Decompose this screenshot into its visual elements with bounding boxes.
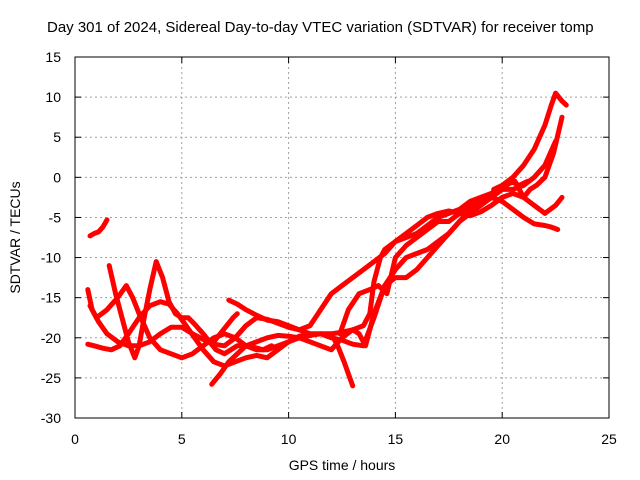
x-tick-label: 0: [71, 431, 79, 447]
y-tick-label: -30: [41, 410, 61, 426]
series-line-11: [491, 178, 531, 192]
y-tick-label: -25: [41, 370, 61, 386]
series-line-6: [209, 343, 281, 387]
y-tick-label: 10: [45, 89, 61, 105]
chart-title: Day 301 of 2024, Sidereal Day-to-day VTE…: [47, 19, 594, 36]
series-line-7: [211, 311, 240, 345]
grid-lines: [75, 57, 609, 418]
series-line-3: [87, 90, 569, 361]
y-tick-label: -15: [41, 290, 61, 306]
y-tick-label: -5: [49, 209, 62, 225]
series-line-2: [85, 190, 565, 349]
y-tick-label: 5: [53, 129, 61, 145]
y-tick-label: 15: [45, 49, 61, 65]
series-line-9: [328, 331, 356, 389]
y-tick-label: 0: [53, 169, 61, 185]
x-tick-label: 25: [601, 431, 617, 447]
series-line-8: [226, 297, 313, 337]
x-tick-label: 10: [281, 431, 297, 447]
data-series-group: [85, 90, 569, 389]
plot-frame: [74, 56, 610, 419]
y-tick-label: -20: [41, 330, 61, 346]
series-line-4: [85, 114, 565, 369]
x-tick-label: 15: [388, 431, 404, 447]
axis-ticks: 0 5 10 15 20 25 -30 -25 -20 -15 -10 -5 0 5 10 15: [41, 49, 617, 447]
x-tick-label: 20: [494, 431, 510, 447]
series-line-1: [87, 217, 110, 239]
y-tick-label: -10: [41, 250, 61, 266]
y-axis-label: SDTVAR / TECUs: [7, 181, 23, 293]
x-tick-label: 5: [178, 431, 186, 447]
x-axis-label: GPS time / hours: [289, 457, 396, 473]
